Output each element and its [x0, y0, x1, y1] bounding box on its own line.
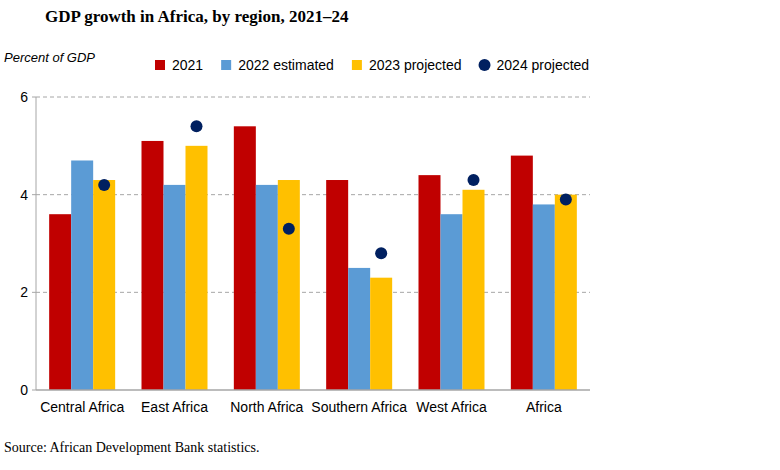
y-tick-label: 4: [20, 187, 28, 203]
bar: [278, 180, 300, 390]
grid-line: [36, 292, 590, 293]
y-tick: [32, 194, 36, 195]
y-tick: [32, 97, 36, 98]
source-note: Source: African Development Bank statist…: [4, 440, 259, 455]
bar: [348, 268, 370, 390]
title: GDP growth in Africa, by region, 2021–24: [45, 7, 349, 26]
y-tick-label: 2: [20, 284, 28, 300]
point: [375, 247, 387, 259]
chart-svg: GDP growth in Africa, by region, 2021–24…: [0, 0, 780, 470]
bar: [419, 175, 441, 390]
bar: [511, 156, 533, 390]
x-tick-label: North Africa: [230, 399, 303, 415]
point: [98, 179, 110, 191]
bar: [49, 214, 71, 390]
legend-swatch: [352, 60, 362, 70]
y-tick: [32, 292, 36, 293]
bar: [441, 214, 463, 390]
bar: [326, 180, 348, 390]
chart-container: GDP growth in Africa, by region, 2021–24…: [0, 0, 780, 470]
bar: [164, 185, 186, 390]
bar: [555, 195, 577, 390]
bar: [71, 160, 93, 390]
x-tick-label: East Africa: [141, 399, 208, 415]
y-axis: [36, 97, 37, 390]
legend-label: 2024 projected: [497, 57, 590, 73]
x-axis: [36, 389, 590, 391]
y-tick-label: 6: [20, 89, 28, 105]
x-tick-label: West Africa: [416, 399, 487, 415]
marks: [49, 120, 577, 390]
point: [191, 120, 203, 132]
y-tick-label: 0: [20, 382, 28, 398]
legend-label: 2023 projected: [369, 57, 462, 73]
grid-line: [36, 194, 590, 195]
y-axis-label: Percent of GDP: [4, 50, 95, 65]
point: [283, 223, 295, 235]
bar: [463, 190, 485, 390]
legend-label: 2021: [172, 57, 203, 73]
y-tick: [32, 390, 36, 391]
x-tick-label: Africa: [526, 399, 562, 415]
bar: [93, 180, 115, 390]
point: [560, 194, 572, 206]
legend: 2021 2022 estimated 2023 projected 2024 pro…: [155, 57, 589, 73]
legend-swatch: [479, 59, 491, 71]
legend-swatch: [221, 60, 231, 70]
legend-swatch: [155, 60, 165, 70]
bar: [142, 141, 164, 390]
point: [468, 174, 480, 186]
bar: [370, 278, 392, 390]
bar: [234, 126, 256, 390]
x-tick-label: Central Africa: [40, 399, 124, 415]
x-tick-label: Southern Africa: [311, 399, 407, 415]
bar: [256, 185, 278, 390]
bar: [533, 204, 555, 390]
legend-label: 2022 estimated: [238, 57, 334, 73]
grid-line: [36, 97, 590, 98]
bar: [186, 146, 208, 390]
